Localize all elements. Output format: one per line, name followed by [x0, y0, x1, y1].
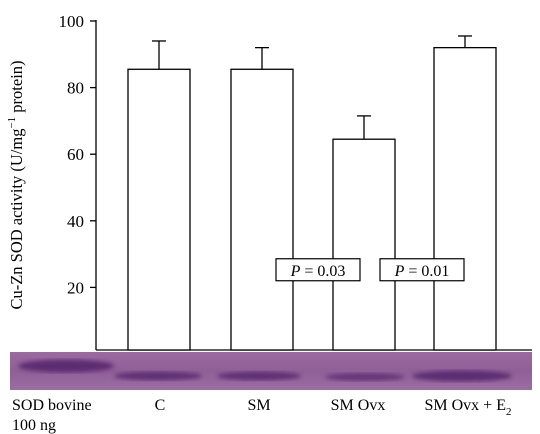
- gel-bands: [18, 359, 512, 382]
- y-axis-label-main: Cu-Zn SOD activity (U/mg: [7, 129, 26, 310]
- y-tick-label: 60: [67, 145, 84, 164]
- gel-band: [18, 359, 114, 373]
- y-tick-label: 100: [59, 12, 85, 31]
- gel-lane-label: SM: [247, 397, 270, 414]
- bar: [332, 138, 396, 351]
- p-value-box: [379, 258, 465, 282]
- bar: [433, 46, 497, 351]
- bar: [127, 68, 191, 351]
- y-ticks: 20 40 60 80 100: [59, 12, 96, 297]
- p-value-box: [275, 258, 361, 282]
- y-tick-label: 80: [67, 79, 84, 98]
- p-value-label: P = 0.01: [394, 263, 450, 280]
- gel-band: [412, 370, 512, 382]
- gel-lane-label: SOD bovine: [12, 397, 92, 414]
- annotations: P = 0.03 P = 0.01: [275, 258, 465, 282]
- gel-lane-sublabel: 100 ng: [12, 417, 56, 434]
- bars: [127, 35, 497, 351]
- gel-lane-label: SM Ovx + E2: [425, 397, 512, 418]
- gel-band: [217, 371, 301, 381]
- bar: [230, 68, 294, 351]
- y-tick-label: 20: [67, 278, 84, 297]
- gel-lane-labels: SOD bovine 100 ng C SM SM Ovx SM Ovx + E2: [12, 397, 511, 434]
- gel-band: [114, 371, 202, 381]
- y-tick-label: 40: [67, 212, 84, 231]
- y-axis-label: Cu-Zn SOD activity (U/mg−1 protein): [6, 60, 26, 309]
- p-value-label: P = 0.03: [290, 263, 346, 280]
- gel-image: [10, 352, 532, 390]
- y-axis-label-sup: −1: [6, 117, 18, 129]
- gel-lane-label: C: [155, 397, 166, 414]
- gel-band: [325, 373, 405, 381]
- gel-lane-label: SM Ovx: [331, 397, 386, 414]
- y-axis-label-tail: protein): [7, 60, 26, 116]
